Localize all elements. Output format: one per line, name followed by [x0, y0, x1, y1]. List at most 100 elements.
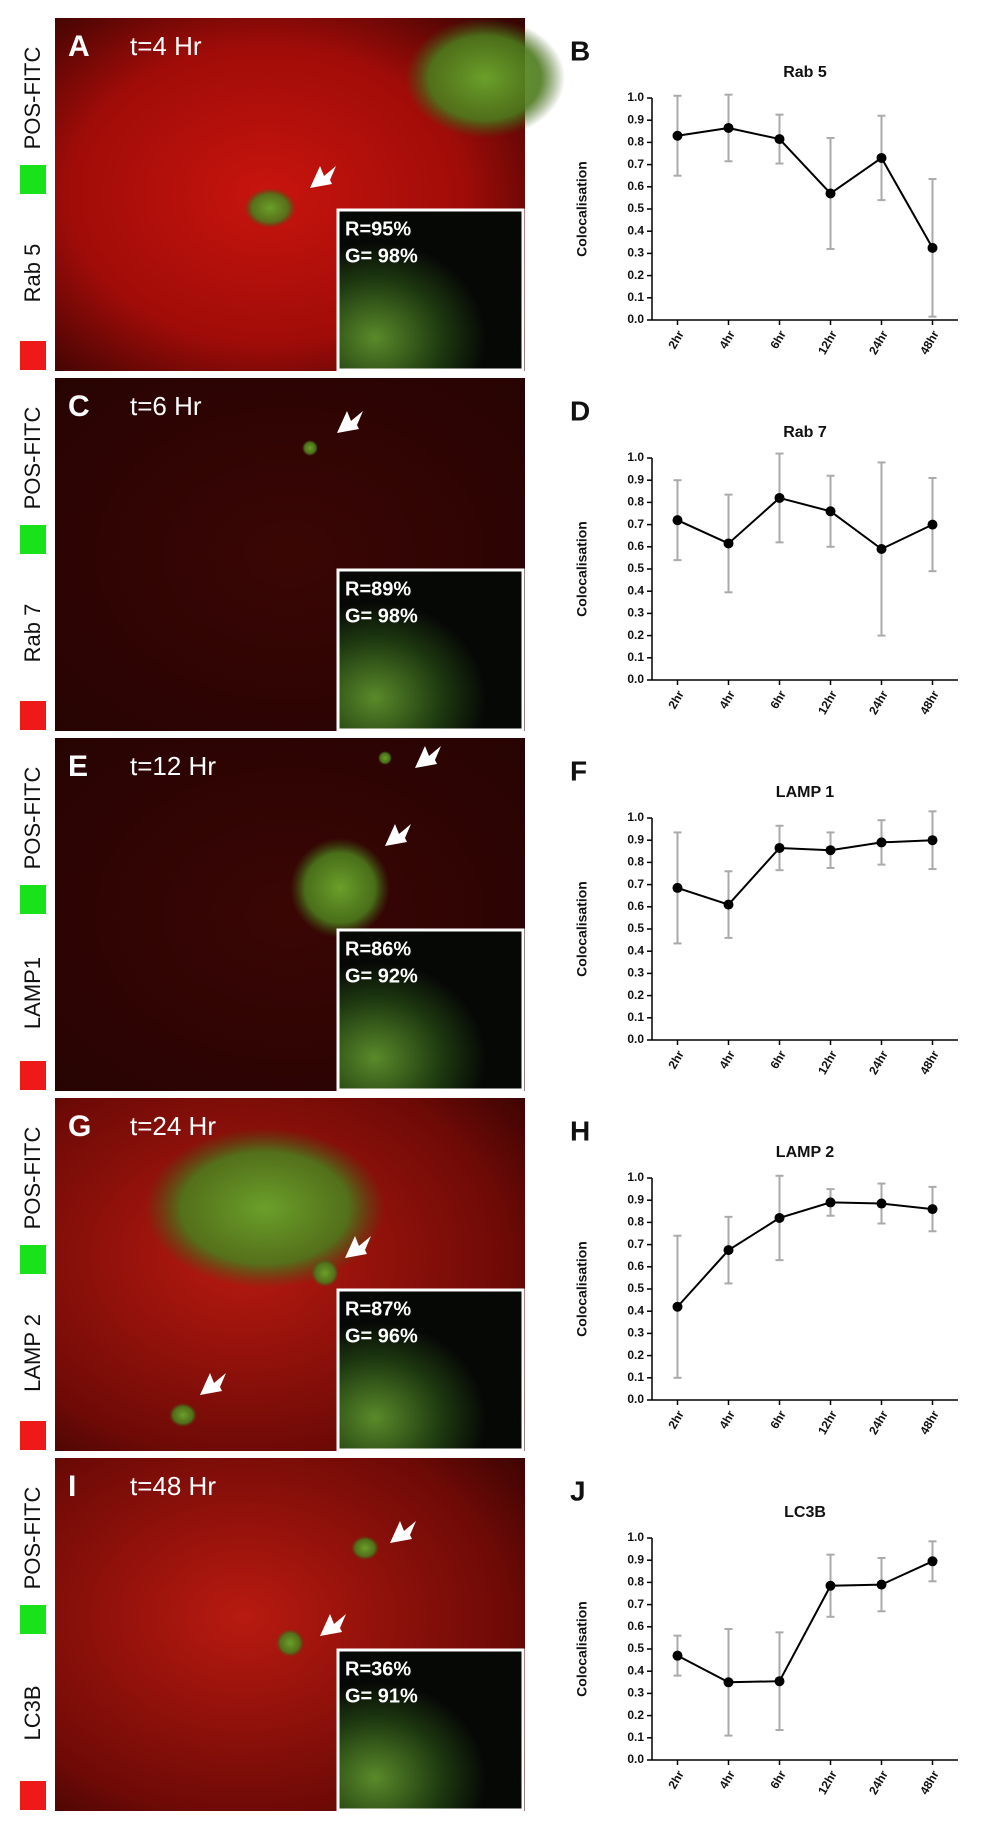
point: [927, 1204, 938, 1215]
point: [723, 538, 734, 549]
y-tick-label: 0.8: [627, 1215, 644, 1229]
x-tick-label: 12hr: [815, 688, 840, 717]
y-tick-label: 0.7: [627, 157, 644, 171]
x-tick-label: 6hr: [767, 688, 789, 711]
y-tick-label: 0.4: [627, 223, 644, 237]
x-tick-label: 6hr: [767, 328, 789, 351]
x-tick-label: 4hr: [716, 1048, 738, 1071]
stain-label-green: POS-FITC: [20, 767, 45, 870]
point: [672, 1301, 683, 1312]
x-tick-label: 4hr: [716, 328, 738, 351]
x-tick-label: 6hr: [767, 1408, 789, 1431]
point: [774, 492, 785, 503]
y-tick-label: 0.1: [627, 650, 644, 664]
y-tick-label: 0.8: [627, 855, 644, 869]
x-tick-label: 4hr: [716, 688, 738, 711]
y-tick-label: 0.7: [627, 517, 644, 531]
chart-title: LC3B: [784, 1504, 826, 1521]
line: [677, 126, 934, 249]
y-tick-label: 0.1: [627, 290, 644, 304]
y-tick-label: 0.8: [627, 135, 644, 149]
point: [927, 835, 938, 846]
y-tick-label: 0.5: [627, 1641, 644, 1655]
y-tick-label: 0.5: [627, 921, 644, 935]
chart-title: LAMP 2: [776, 1144, 834, 1161]
y-tick-label: 0.2: [627, 1708, 644, 1722]
y-axis-label: Colocalisation: [574, 1241, 590, 1337]
panel-letter: F: [570, 755, 587, 786]
y-tick-label: 0.6: [627, 539, 644, 553]
y-tick-label: 1.0: [627, 450, 644, 464]
stain-label-red: LAMP 2: [20, 1314, 45, 1392]
red-swatch: [20, 1061, 46, 1090]
y-tick-label: 0.5: [627, 1281, 644, 1295]
red-swatch: [20, 701, 46, 730]
red-swatch: [20, 341, 46, 370]
y-tick-label: 0.8: [627, 495, 644, 509]
y-tick-label: 1.0: [627, 1170, 644, 1184]
y-tick-label: 0.4: [627, 1303, 644, 1317]
y-tick-label: 0.7: [627, 1237, 644, 1251]
y-axis-label: Colocalisation: [574, 521, 590, 617]
inset-stat: R=86%: [345, 938, 411, 960]
y-tick-label: 0.9: [627, 832, 644, 846]
point: [927, 519, 938, 530]
line: [677, 839, 933, 906]
point: [672, 130, 683, 141]
x-tick-label: 2hr: [665, 1768, 687, 1791]
x-tick-label: 4hr: [716, 1408, 738, 1431]
y-axis-label: Colocalisation: [574, 1601, 590, 1697]
stain-label-green: POS-FITC: [20, 47, 45, 150]
x-tick-label: 24hr: [866, 1408, 891, 1437]
time-label: t=48 Hr: [130, 1471, 216, 1501]
x-tick-label: 2hr: [665, 688, 687, 711]
y-tick-label: 1.0: [627, 1530, 644, 1544]
y-tick-label: 0.8: [627, 1575, 644, 1589]
time-label: t=24 Hr: [130, 1111, 216, 1141]
y-tick-label: 0.1: [627, 1730, 644, 1744]
line: [677, 496, 933, 551]
line: [676, 1201, 933, 1308]
y-tick-label: 0.0: [627, 672, 644, 686]
panel-letter: G: [68, 1110, 91, 1143]
y-tick-label: 0.2: [627, 628, 644, 642]
y-tick-label: 0.0: [627, 1752, 644, 1766]
panel-letter: B: [570, 35, 590, 66]
panel-letter: C: [68, 390, 90, 423]
y-tick-label: 0.6: [627, 179, 644, 193]
arrow: [310, 166, 336, 188]
y-tick-label: 0.6: [627, 1619, 644, 1633]
x-tick-label: 2hr: [665, 1408, 687, 1431]
y-tick-label: 0.5: [627, 201, 644, 215]
y-axis-label: Colocalisation: [574, 881, 590, 977]
point: [825, 188, 836, 199]
point: [672, 1650, 683, 1661]
arrow: [385, 824, 411, 846]
point: [723, 1677, 734, 1688]
inset-stat: R=89%: [345, 578, 411, 600]
green-signal: [244, 188, 296, 228]
scatter-inset: [336, 1648, 525, 1812]
y-tick-label: 0.2: [627, 1348, 644, 1362]
x-tick-label: 12hr: [815, 328, 840, 357]
y-tick-label: 0.9: [627, 472, 644, 486]
panel-letter: H: [570, 1115, 590, 1146]
stain-label-red: Rab 7: [20, 604, 45, 663]
y-tick-label: 0.2: [627, 988, 644, 1002]
inset-stat: G= 91%: [345, 1685, 418, 1707]
point: [672, 882, 683, 893]
green-swatch: [20, 1245, 46, 1274]
stain-label-red: LC3B: [20, 1685, 45, 1740]
y-tick-label: 0.0: [627, 1392, 644, 1406]
scatter-inset: [336, 208, 525, 372]
green-signal: [276, 1629, 304, 1657]
panel-letter: D: [570, 395, 590, 426]
green-swatch: [20, 1605, 46, 1634]
point: [876, 1198, 887, 1209]
y-tick-label: 0.4: [627, 943, 644, 957]
stain-label-green: POS-FITC: [20, 1487, 45, 1590]
point: [876, 544, 887, 555]
panel-letter: E: [68, 750, 88, 783]
y-tick-label: 0.9: [627, 1192, 644, 1206]
